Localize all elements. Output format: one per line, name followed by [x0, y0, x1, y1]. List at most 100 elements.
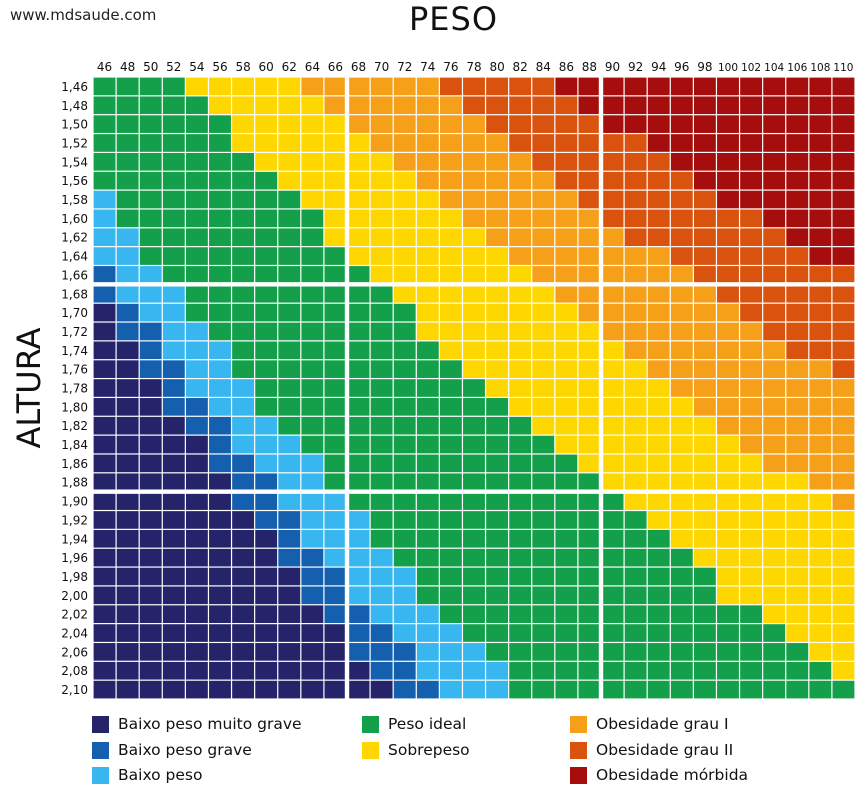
x-tick-label: 66	[328, 60, 343, 74]
heatmap-cell	[185, 77, 208, 96]
heatmap-cell	[370, 190, 393, 209]
heatmap-cell	[463, 529, 485, 548]
heatmap-cell	[416, 643, 439, 661]
x-tick-label: 64	[305, 60, 320, 74]
heatmap-cell	[463, 134, 485, 152]
heatmap-cell	[93, 454, 116, 473]
heatmap-cell	[763, 303, 786, 322]
x-tick-label: 80	[489, 60, 504, 74]
heatmap-cell	[532, 209, 555, 228]
heatmap-cell	[603, 398, 624, 416]
heatmap-cell	[486, 322, 509, 341]
heatmap-cell	[324, 171, 345, 190]
heatmap-cell	[786, 152, 809, 171]
heatmap-cell	[301, 379, 324, 397]
heatmap-cell	[717, 529, 739, 548]
heatmap-cell	[93, 548, 116, 567]
heatmap-cell	[162, 379, 185, 397]
heatmap-cell	[717, 228, 739, 247]
heatmap-cell	[463, 209, 485, 228]
heatmap-cell	[232, 548, 255, 567]
heatmap-cell	[693, 379, 716, 397]
heatmap-cell	[185, 266, 208, 283]
heatmap-cell	[532, 548, 555, 567]
heatmap-cell	[393, 115, 416, 133]
heatmap-cell	[717, 680, 739, 699]
heatmap-cell	[209, 605, 231, 624]
heatmap-cell	[578, 96, 599, 115]
heatmap-cell	[693, 152, 716, 171]
heatmap-cell	[301, 228, 324, 247]
heatmap-cell	[301, 454, 324, 473]
heatmap-cell	[185, 661, 208, 680]
heatmap-cell	[532, 171, 555, 190]
y-tick-label: 1,72	[61, 325, 88, 339]
heatmap-cell	[786, 493, 809, 510]
heatmap-cell	[809, 286, 832, 303]
heatmap-cell	[693, 322, 716, 341]
heatmap-cell	[463, 586, 485, 605]
heatmap-cell	[832, 379, 855, 397]
heatmap-cell	[116, 228, 139, 247]
heatmap-cell	[486, 171, 509, 190]
heatmap-cell	[486, 416, 509, 435]
heatmap-cell	[162, 605, 185, 624]
heatmap-cell	[717, 360, 739, 378]
heatmap-cell	[116, 303, 139, 322]
heatmap-cell	[624, 511, 647, 529]
heatmap-cell	[370, 228, 393, 247]
heatmap-cell	[578, 190, 599, 209]
heatmap-cell	[416, 115, 439, 133]
heatmap-cell	[416, 77, 439, 96]
heatmap-cell	[740, 567, 763, 586]
heatmap-cell	[763, 115, 786, 133]
y-tick-label: 2,00	[61, 589, 88, 603]
heatmap-cell	[162, 341, 185, 360]
heatmap-cell	[209, 493, 231, 510]
heatmap-cell	[809, 605, 832, 624]
heatmap-cell	[185, 454, 208, 473]
heatmap-cell	[717, 341, 739, 360]
heatmap-cell	[185, 529, 208, 548]
heatmap-cell	[93, 115, 116, 133]
heatmap-cell	[693, 341, 716, 360]
heatmap-cell	[832, 190, 855, 209]
heatmap-cell	[647, 209, 670, 228]
heatmap-cell	[232, 454, 255, 473]
heatmap-cell	[717, 134, 739, 152]
heatmap-cell	[116, 341, 139, 360]
heatmap-cell	[232, 529, 255, 548]
heatmap-cell	[717, 661, 739, 680]
heatmap-cell	[578, 228, 599, 247]
heatmap-cell	[555, 115, 578, 133]
heatmap-cell	[209, 209, 231, 228]
heatmap-cell	[139, 322, 162, 341]
heatmap-cell	[717, 115, 739, 133]
heatmap-cell	[232, 473, 255, 490]
heatmap-cell	[486, 586, 509, 605]
heatmap-cell	[647, 605, 670, 624]
heatmap-cell	[209, 473, 231, 490]
heatmap-cell	[255, 454, 278, 473]
heatmap-cell	[603, 680, 624, 699]
heatmap-cell	[578, 567, 599, 586]
heatmap-cell	[809, 511, 832, 529]
heatmap-cell	[740, 454, 763, 473]
heatmap-cell	[555, 454, 578, 473]
heatmap-cell	[232, 266, 255, 283]
heatmap-cell	[532, 379, 555, 397]
y-tick-label: 1,86	[61, 457, 88, 471]
heatmap-cell	[393, 247, 416, 265]
heatmap-cell	[647, 473, 670, 490]
heatmap-cell	[578, 134, 599, 152]
heatmap-cell	[162, 454, 185, 473]
heatmap-cell	[463, 473, 485, 490]
heatmap-cell	[162, 416, 185, 435]
heatmap-cell	[463, 171, 485, 190]
heatmap-cell	[301, 529, 324, 548]
heatmap-cell	[255, 360, 278, 378]
heatmap-cell	[301, 322, 324, 341]
heatmap-cell	[93, 661, 116, 680]
heatmap-cell	[486, 77, 509, 96]
heatmap-cell	[439, 209, 462, 228]
